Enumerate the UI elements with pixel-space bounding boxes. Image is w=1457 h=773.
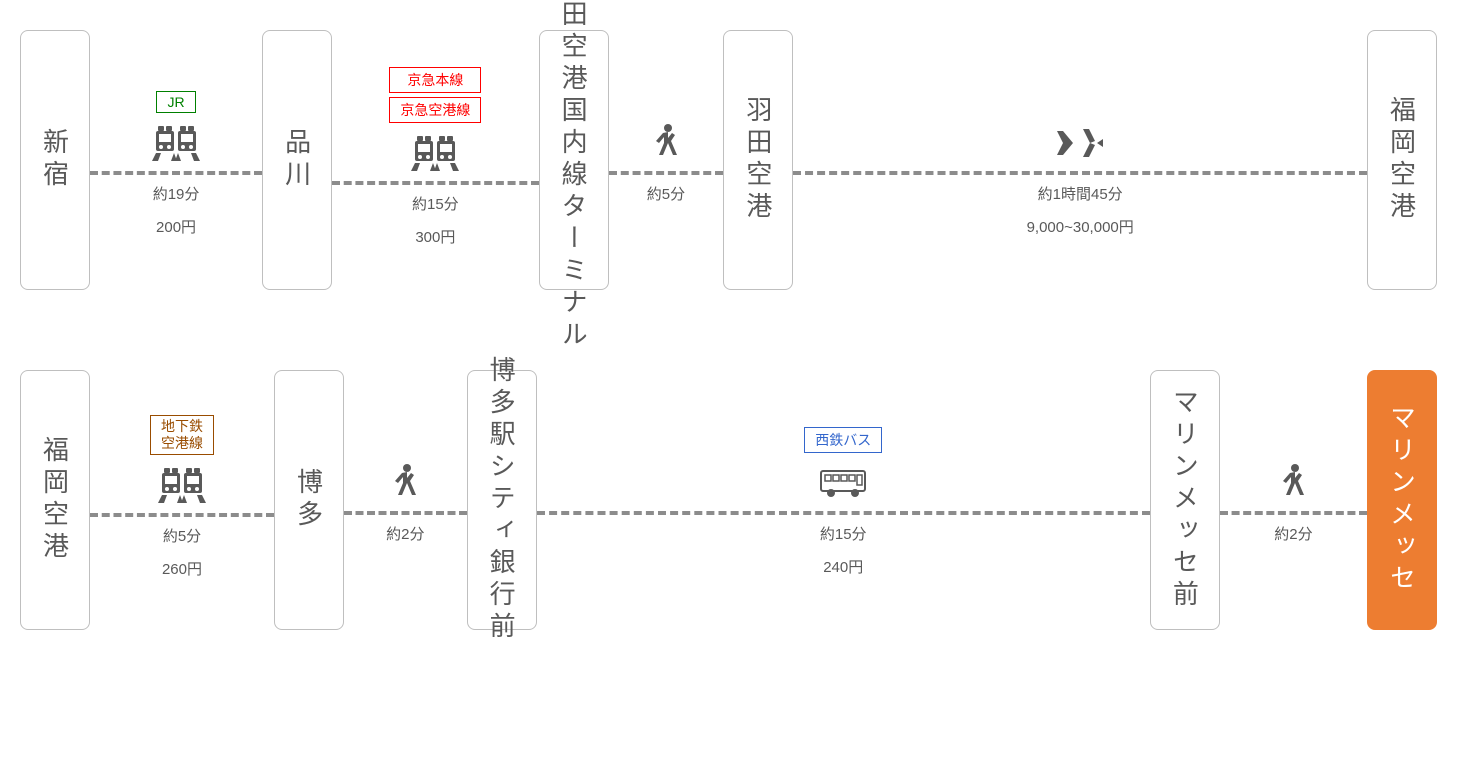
route-diagram: 新宿 JR 約19分 200円 品川 京急本線京急空港線約15分 300円 羽田空港国内線ター… (20, 20, 1437, 640)
route-segment: 約5分 (609, 77, 724, 243)
station-name: 羽田空港国内線ターミナル (555, 0, 592, 352)
station-name: マリンメッセ (1384, 404, 1421, 596)
station: 博多 (274, 370, 344, 630)
station: 福岡空港 (20, 370, 90, 630)
segment-fare: 200円 (156, 216, 196, 237)
station: 羽田空港国内線ターミナル (539, 30, 609, 290)
line-tags: JR (156, 77, 195, 113)
station-name: 博多 (290, 468, 327, 532)
segment-time: 約5分 (647, 183, 685, 204)
connector-line (332, 181, 539, 185)
segment-info: 約19分 200円 (153, 183, 200, 243)
connector-line (609, 171, 724, 175)
connector-line (1220, 511, 1367, 515)
route-row: 新宿 JR 約19分 200円 品川 京急本線京急空港線約15分 300円 羽田空港国内線ター… (20, 20, 1437, 300)
line-tag: 京急空港線 (389, 97, 481, 123)
line-tag: 京急本線 (389, 67, 481, 93)
station: 新宿 (20, 30, 90, 290)
connector-line (90, 513, 274, 517)
plane-icon (1055, 121, 1105, 165)
destination-station: マリンメッセ (1367, 370, 1437, 630)
route-segment: 西鉄バス約15分 240円 (537, 417, 1150, 583)
station-name: 新宿 (37, 128, 74, 192)
station: 福岡空港 (1367, 30, 1437, 290)
route-segment: 約2分 (344, 417, 467, 583)
walk-icon (390, 461, 420, 505)
walk-icon (651, 121, 681, 165)
line-tag: JR (156, 91, 195, 113)
station-name: 品川 (279, 128, 316, 192)
segment-info: 約2分 (1274, 523, 1312, 583)
station-name: 福岡空港 (1384, 96, 1421, 224)
segment-time: 約15分 (412, 193, 459, 214)
route-segment: 約2分 (1220, 417, 1367, 583)
route-segment: 京急本線京急空港線約15分 300円 (332, 67, 539, 253)
segment-fare: 260円 (162, 558, 202, 579)
segment-info: 約15分 300円 (412, 193, 459, 253)
connector-line (344, 511, 467, 515)
segment-info: 約15分 240円 (820, 523, 867, 583)
segment-info: 約2分 (386, 523, 424, 583)
route-row: 福岡空港 地下鉄空港線約5分 260円 博多約2分 博多駅シティ銀行前 西鉄バス約15分 2… (20, 360, 1437, 640)
segment-info: 約5分 260円 (162, 525, 202, 585)
station-name: マリンメッセ前 (1166, 388, 1203, 612)
station: 羽田空港 (723, 30, 793, 290)
line-tag: 地下鉄空港線 (150, 415, 214, 455)
route-segment: 約1時間45分 9,000~30,000円 (793, 77, 1367, 243)
segment-info: 約5分 (647, 183, 685, 243)
station-name: 福岡空港 (37, 436, 74, 564)
line-tags: 京急本線京急空港線 (389, 67, 481, 123)
connector-line (90, 171, 262, 175)
segment-time: 約5分 (163, 525, 201, 546)
segment-fare: 9,000~30,000円 (1027, 216, 1134, 237)
segment-time: 約2分 (1274, 523, 1312, 544)
line-tags: 地下鉄空港線 (150, 415, 214, 455)
line-tags: 西鉄バス (804, 417, 882, 453)
train-icon (411, 131, 459, 175)
walk-icon (1278, 461, 1308, 505)
segment-time: 約19分 (153, 183, 200, 204)
station-name: 羽田空港 (740, 96, 777, 224)
station: マリンメッセ前 (1150, 370, 1220, 630)
connector-line (537, 511, 1150, 515)
segment-fare: 240円 (823, 556, 863, 577)
segment-info: 約1時間45分 9,000~30,000円 (1027, 183, 1134, 243)
segment-time: 約1時間45分 (1038, 183, 1123, 204)
route-segment: 地下鉄空港線約5分 260円 (90, 415, 274, 585)
segment-time: 約2分 (386, 523, 424, 544)
bus-icon (819, 461, 867, 505)
station: 品川 (262, 30, 332, 290)
segment-fare: 300円 (415, 226, 455, 247)
train-icon (158, 463, 206, 507)
route-segment: JR 約19分 200円 (90, 77, 262, 243)
connector-line (793, 171, 1367, 175)
station-name: 博多駅シティ銀行前 (483, 356, 520, 644)
segment-time: 約15分 (820, 523, 867, 544)
station: 博多駅シティ銀行前 (467, 370, 537, 630)
train-icon (152, 121, 200, 165)
line-tag: 西鉄バス (804, 427, 882, 453)
